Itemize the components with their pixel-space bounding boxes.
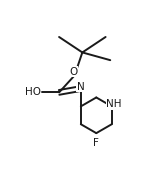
Text: O: O <box>69 67 77 77</box>
Text: NH: NH <box>106 99 122 109</box>
Text: N: N <box>77 82 85 92</box>
Text: F: F <box>93 138 99 148</box>
Text: HO: HO <box>25 87 41 97</box>
